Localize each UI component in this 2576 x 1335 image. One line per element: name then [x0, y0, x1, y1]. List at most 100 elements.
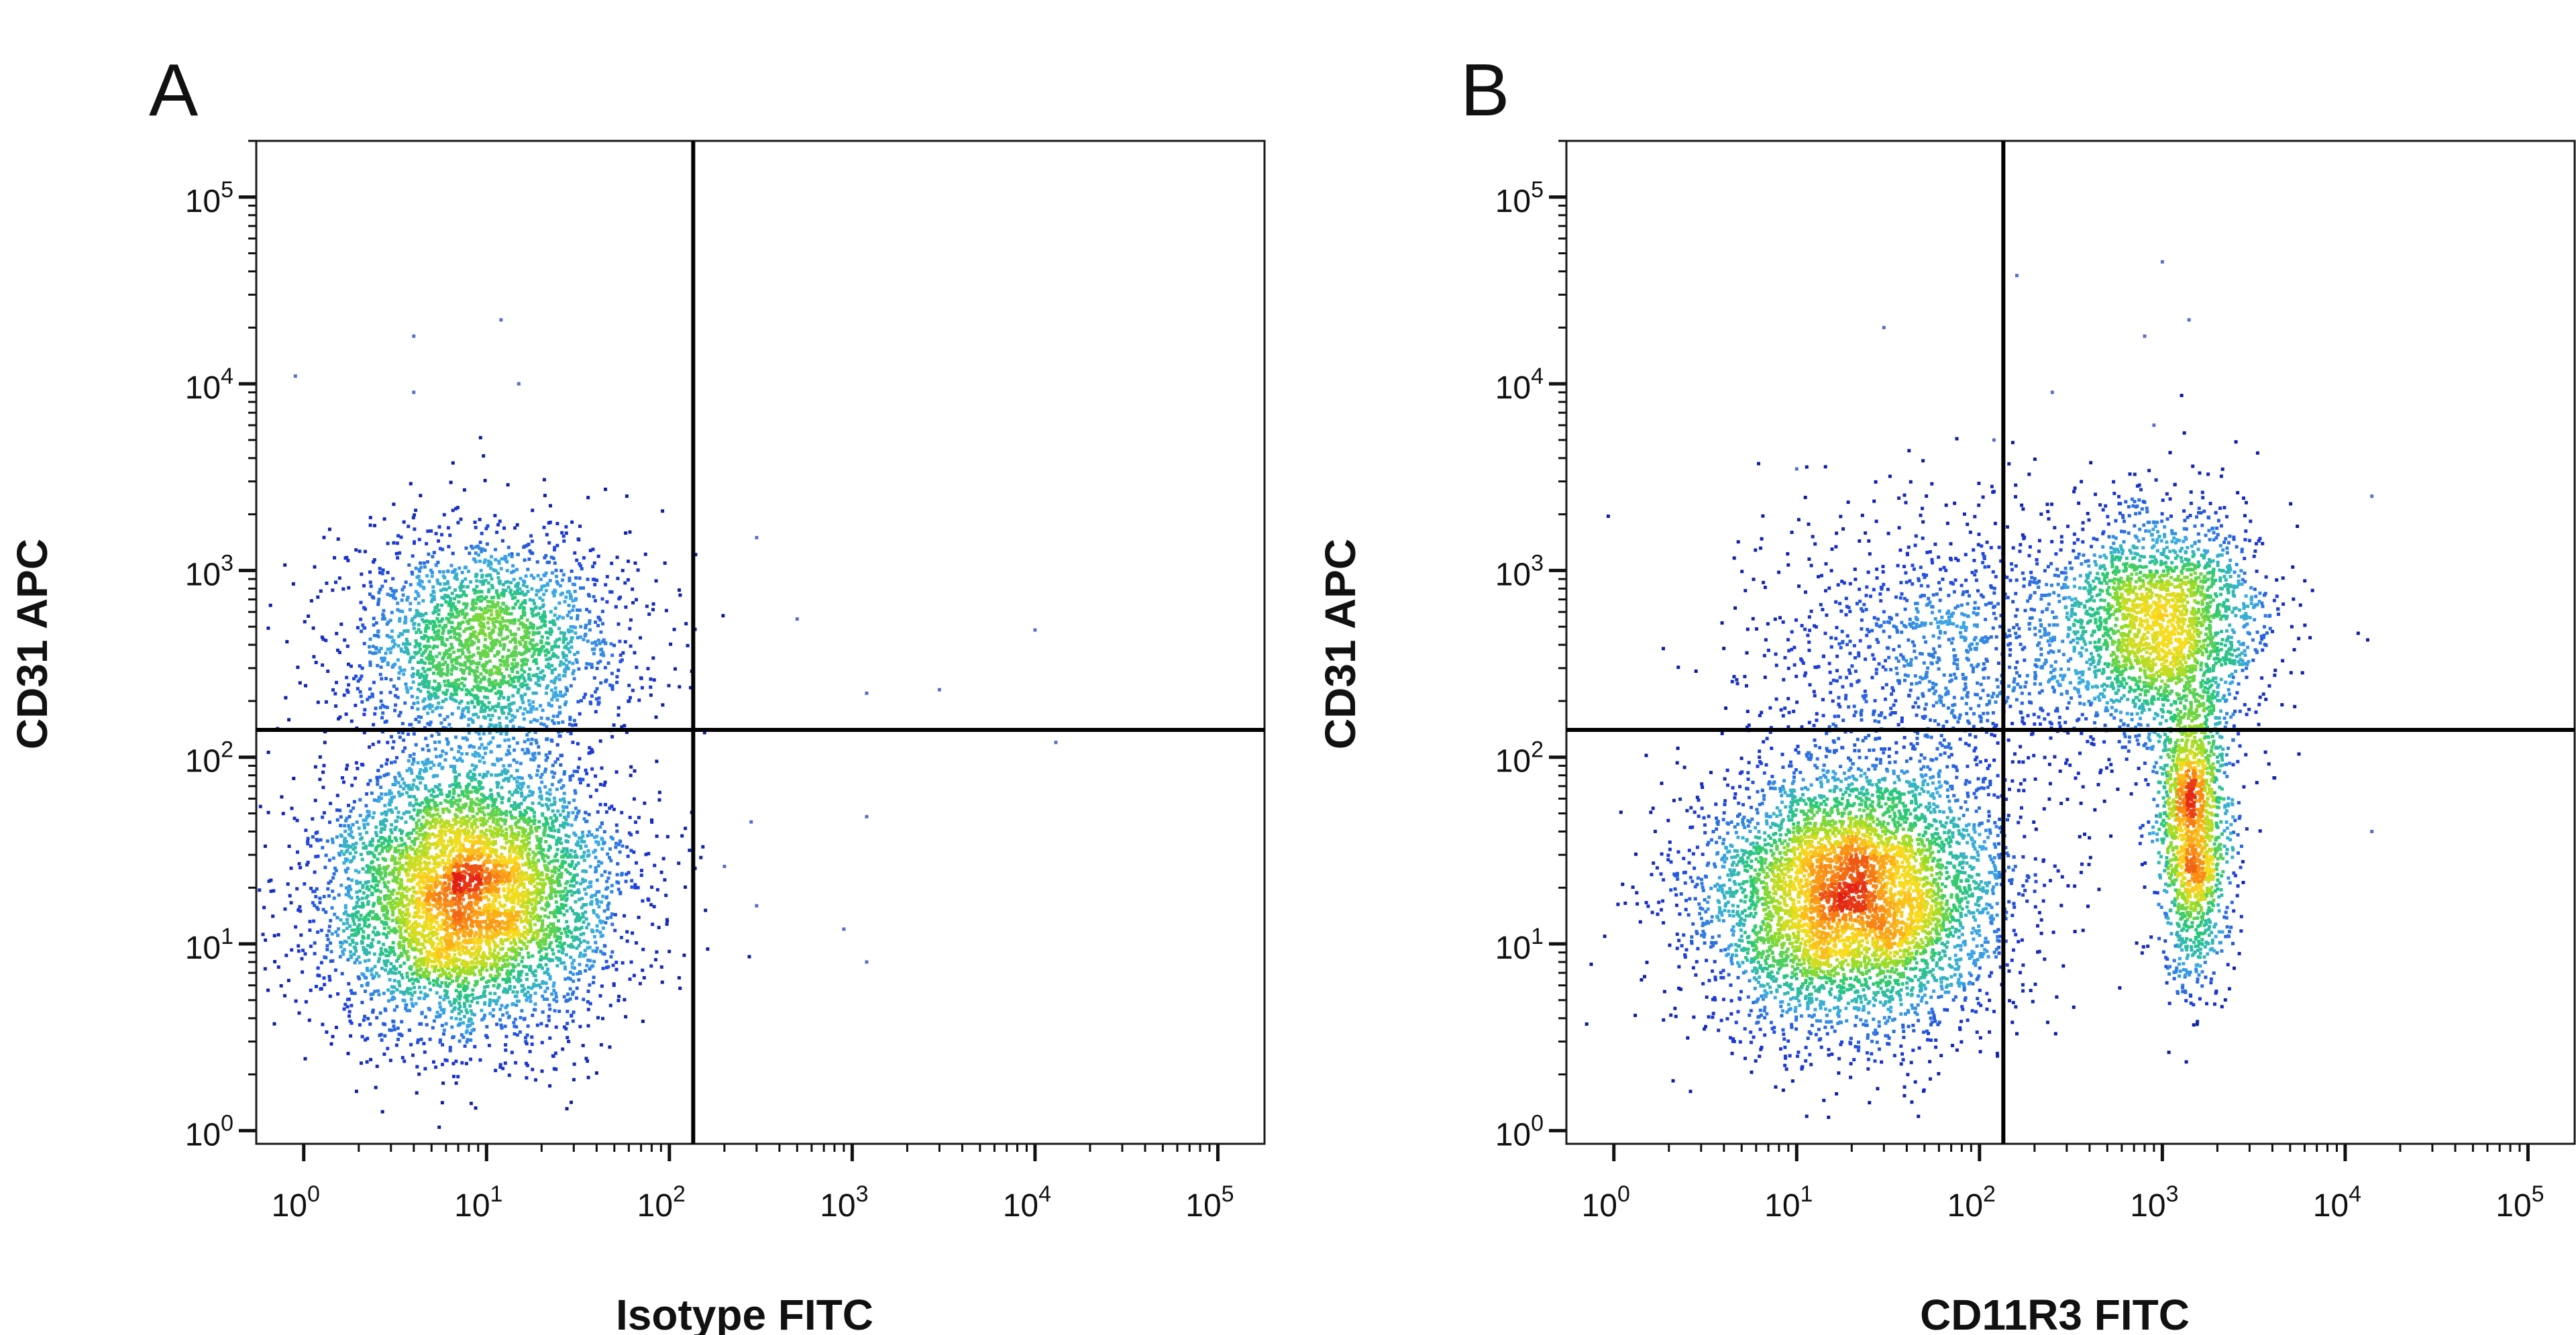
event-dot — [339, 815, 343, 819]
event-dot — [398, 946, 402, 949]
event-dot — [601, 894, 605, 898]
event-dot — [561, 951, 565, 955]
event-dot — [454, 799, 458, 802]
event-dot — [394, 847, 398, 851]
event-dot — [469, 1032, 472, 1035]
event-dot — [576, 840, 580, 844]
event-dot — [494, 908, 498, 912]
event-dot — [346, 958, 350, 962]
event-dot — [519, 904, 523, 908]
event-dot — [501, 912, 505, 916]
event-dot — [464, 906, 467, 910]
event-dot — [502, 990, 506, 994]
event-dot — [564, 886, 568, 890]
event-dot — [478, 935, 482, 939]
event-dot — [494, 890, 498, 894]
event-dot — [503, 1024, 507, 1028]
event-dot — [323, 955, 327, 959]
event-dot — [425, 769, 428, 773]
event-dot — [374, 1085, 378, 1089]
event-dot — [528, 862, 531, 866]
event-dot — [356, 896, 360, 899]
event-dot — [494, 1002, 498, 1006]
event-dot — [391, 965, 395, 969]
event-dot — [488, 876, 492, 880]
event-dot — [458, 857, 462, 861]
event-dot — [359, 853, 363, 857]
event-dot — [445, 924, 449, 928]
event-dot — [375, 776, 379, 780]
event-dot — [448, 941, 452, 945]
event-dot — [411, 937, 415, 941]
event-dot — [319, 838, 323, 842]
event-dot — [519, 973, 523, 977]
event-dot — [476, 857, 480, 861]
event-dot — [331, 890, 335, 893]
event-dot — [432, 925, 436, 929]
event-dot — [531, 861, 535, 865]
event-dot — [492, 910, 496, 914]
event-dot — [344, 712, 348, 716]
event-dot — [466, 825, 470, 829]
event-dot — [591, 949, 595, 953]
event-dot — [579, 951, 582, 955]
event-dot — [393, 967, 397, 971]
event-dot — [526, 822, 530, 826]
event-dot — [454, 785, 458, 789]
event-dot — [462, 794, 466, 798]
event-dot — [424, 737, 428, 741]
event-dot — [464, 946, 468, 950]
event-dot — [439, 753, 443, 757]
event-dot — [400, 953, 404, 957]
event-dot — [544, 867, 548, 871]
event-dot — [476, 953, 480, 957]
event-dot — [361, 763, 365, 767]
event-dot — [425, 900, 429, 904]
event-dot — [439, 1008, 443, 1012]
event-dot — [382, 922, 386, 926]
event-dot — [407, 786, 411, 790]
event-dot — [421, 906, 425, 910]
event-dot — [500, 845, 504, 849]
event-dot — [508, 839, 512, 843]
event-dot — [488, 992, 492, 996]
event-dot — [444, 973, 448, 977]
event-dot — [582, 998, 586, 1002]
event-dot — [332, 896, 336, 900]
event-dot — [430, 855, 433, 859]
event-dot — [633, 769, 637, 773]
event-dot — [459, 851, 463, 854]
event-dot — [474, 902, 478, 906]
event-dot — [541, 980, 545, 983]
event-dot — [456, 831, 460, 835]
event-dot — [355, 890, 359, 894]
event-dot — [295, 818, 299, 822]
event-dot — [374, 889, 378, 893]
event-dot — [446, 984, 449, 988]
event-dot — [535, 835, 539, 839]
event-dot — [423, 902, 426, 906]
event-dot — [561, 947, 565, 951]
event-dot — [496, 945, 500, 949]
event-dot — [359, 837, 363, 841]
event-dot — [400, 944, 404, 948]
event-dot — [506, 891, 511, 895]
event-dot — [376, 959, 380, 963]
event-dot — [566, 855, 570, 859]
event-dot — [423, 871, 427, 875]
event-dot — [564, 700, 568, 704]
event-dot — [414, 930, 418, 934]
event-dot — [441, 845, 445, 849]
event-dot — [570, 823, 574, 827]
event-dot — [439, 903, 442, 907]
event-dot — [412, 828, 416, 832]
event-dot — [468, 917, 472, 921]
event-dot — [370, 893, 374, 896]
event-dot — [349, 989, 353, 993]
event-dot — [600, 934, 604, 938]
event-dot — [562, 913, 566, 917]
event-dot — [435, 980, 439, 984]
event-dot — [557, 958, 561, 962]
event-dot — [503, 846, 507, 850]
event-dot — [585, 771, 589, 776]
